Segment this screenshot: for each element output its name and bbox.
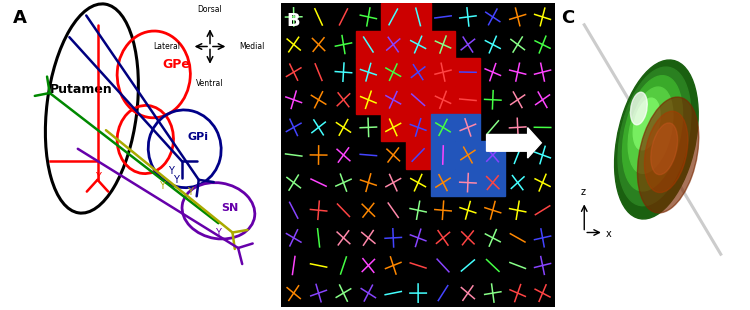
Text: Y: Y [159, 181, 165, 191]
Bar [406, 3, 430, 31]
Bar [381, 31, 406, 58]
Text: A: A [13, 9, 27, 27]
Bar [356, 86, 381, 113]
Bar [381, 58, 406, 86]
Bar [430, 86, 455, 113]
Bar [381, 86, 406, 113]
Bar [430, 113, 455, 141]
Text: Y: Y [168, 166, 173, 175]
Text: C: C [561, 9, 574, 27]
Text: Y: Y [94, 172, 100, 182]
Ellipse shape [628, 87, 673, 173]
Bar [356, 58, 381, 86]
FancyArrow shape [487, 128, 542, 158]
Bar [406, 86, 430, 113]
Text: Dorsal: Dorsal [198, 5, 222, 14]
Ellipse shape [633, 98, 660, 150]
Bar [356, 31, 381, 58]
Bar [430, 141, 455, 169]
Text: x: x [606, 229, 611, 239]
Ellipse shape [618, 67, 691, 206]
Ellipse shape [644, 111, 688, 193]
Bar [455, 141, 480, 169]
Bar [455, 169, 480, 197]
Bar [430, 169, 455, 197]
Text: GPe: GPe [162, 58, 190, 71]
Bar [430, 31, 455, 58]
Text: Putamen: Putamen [50, 83, 112, 96]
Ellipse shape [631, 92, 647, 125]
Text: GPi: GPi [188, 131, 209, 141]
Ellipse shape [651, 123, 677, 175]
Text: Medial: Medial [239, 42, 265, 51]
Bar [406, 58, 430, 86]
Bar [480, 141, 506, 169]
Bar [381, 3, 406, 31]
Bar [455, 113, 480, 141]
Ellipse shape [614, 60, 698, 219]
Bar [480, 169, 506, 197]
Bar [406, 141, 430, 169]
Ellipse shape [638, 97, 699, 213]
Ellipse shape [622, 76, 682, 191]
Bar [381, 113, 406, 141]
Text: Ventral: Ventral [196, 79, 223, 88]
Bar [455, 58, 480, 86]
Text: Y: Y [173, 175, 179, 185]
Text: SN: SN [221, 203, 238, 213]
Bar [430, 58, 455, 86]
Text: Y: Y [215, 228, 221, 237]
Bar [455, 86, 480, 113]
Text: B: B [286, 12, 300, 30]
Bar [406, 113, 430, 141]
Text: z: z [580, 187, 585, 197]
Bar [406, 31, 430, 58]
Text: Y: Y [188, 187, 194, 197]
Text: Lateral: Lateral [154, 42, 181, 51]
